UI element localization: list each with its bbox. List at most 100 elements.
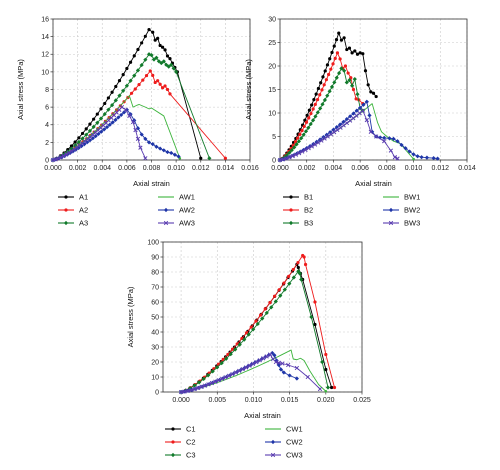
y-tick-label: 20: [268, 63, 276, 70]
data-point-CW3: [192, 386, 197, 392]
data-point-CW3: [230, 372, 235, 377]
x-axis-title: Axial strain: [133, 179, 170, 188]
data-point-B3: [294, 142, 299, 147]
data-point-CW3: [209, 380, 215, 386]
data-point-AW3: [61, 153, 66, 158]
data-point-AW3: [119, 104, 125, 110]
data-point-AW3: [66, 150, 72, 155]
data-point-C3: [233, 347, 238, 352]
data-point-AW2: [104, 125, 110, 130]
data-point-CW3: [250, 361, 256, 367]
y-tick-label: 30: [268, 16, 276, 23]
y-tick-label: 100: [147, 239, 159, 246]
data-point-AW2: [90, 136, 95, 141]
data-point-B2: [343, 64, 348, 68]
data-point-A2: [165, 87, 170, 92]
data-point-BW3: [309, 144, 315, 149]
data-point-B2: [335, 51, 340, 55]
x-tick-label: 0.012: [432, 165, 450, 172]
data-point-A1: [160, 45, 165, 49]
data-point-BW3: [303, 147, 308, 153]
y-tick-label: 20: [151, 359, 159, 366]
legend-swatch-marker: [171, 427, 175, 431]
data-point-BW2: [348, 114, 353, 119]
data-point-B3: [303, 129, 309, 134]
data-point-AW3: [143, 156, 148, 161]
data-point-A2: [151, 73, 155, 77]
series-CW3: [178, 352, 323, 395]
data-point-A3: [110, 102, 115, 108]
data-point-A1: [95, 112, 99, 116]
x-tick-label: 0.016: [241, 165, 259, 172]
data-point-A3: [117, 93, 122, 98]
data-point-BW2: [341, 119, 346, 124]
data-point-B3: [306, 125, 311, 130]
data-point-BW2: [327, 130, 333, 135]
legend-item-BW2: BW2: [383, 206, 420, 215]
data-point-BW3: [388, 148, 394, 153]
y-tick-label: 80: [151, 269, 159, 276]
data-point-A1: [117, 79, 122, 83]
data-point-BW2: [334, 125, 339, 130]
data-point-B3: [325, 93, 330, 98]
data-point-A2: [223, 156, 227, 160]
legend-label: A3: [79, 219, 88, 228]
data-point-BW3: [374, 134, 379, 139]
data-point-AW3: [138, 145, 143, 150]
data-point-B3: [320, 102, 325, 107]
data-point-A1: [84, 127, 88, 131]
series-AW3: [50, 104, 148, 163]
data-point-C3: [237, 342, 242, 347]
data-point-B2: [309, 111, 313, 116]
legend-swatch-marker: [63, 220, 69, 226]
data-point-C2: [263, 307, 267, 311]
legend-item-A3: A3: [58, 219, 88, 228]
data-point-AW2: [93, 133, 98, 139]
data-point-C2: [303, 262, 308, 267]
data-point-B1: [312, 98, 316, 102]
data-point-B2: [315, 98, 320, 102]
data-point-B2: [320, 88, 324, 92]
data-point-C2: [249, 325, 253, 329]
data-point-AW2: [176, 154, 181, 159]
data-point-A1: [77, 136, 81, 140]
x-tick-label: 0.015: [281, 397, 299, 404]
data-point-C3: [299, 277, 304, 282]
data-point-B1: [334, 38, 339, 42]
data-point-B3: [347, 78, 352, 83]
data-point-BW3: [328, 132, 334, 137]
data-point-A1: [80, 131, 85, 136]
data-point-A3: [139, 62, 144, 68]
data-point-BW3: [325, 134, 330, 139]
data-point-B2: [313, 102, 317, 106]
data-point-BW2: [424, 155, 430, 160]
legend-label: BW1: [404, 193, 420, 202]
data-point-BW3: [347, 118, 353, 123]
data-point-B2: [338, 57, 342, 61]
y-tick-label: 10: [151, 374, 159, 381]
data-point-A3: [95, 120, 100, 125]
legend-label: A2: [79, 206, 88, 215]
data-point-C3: [264, 310, 269, 316]
data-point-B3: [355, 92, 360, 97]
data-point-B3: [284, 152, 290, 158]
y-axis-title: Axial stress (MPa): [244, 59, 253, 120]
data-point-BW3: [351, 116, 356, 121]
series-line-C3: [180, 270, 329, 393]
data-point-A1: [147, 27, 151, 32]
data-point-B1: [339, 38, 344, 42]
data-point-BW2: [351, 111, 356, 116]
data-point-B3: [289, 148, 294, 153]
x-tick-label: 0.002: [298, 165, 316, 172]
data-point-B1: [374, 94, 378, 99]
data-point-CW3: [189, 387, 194, 393]
y-tick-label: 5: [272, 134, 276, 141]
data-point-A1: [103, 101, 107, 106]
data-point-B3: [308, 121, 313, 127]
data-point-C2: [273, 294, 277, 298]
data-point-B3: [313, 114, 318, 119]
data-point-A1: [168, 57, 172, 61]
data-point-CW3: [213, 379, 218, 384]
x-tick-label: 0.004: [325, 165, 343, 172]
data-point-C2: [287, 274, 291, 278]
